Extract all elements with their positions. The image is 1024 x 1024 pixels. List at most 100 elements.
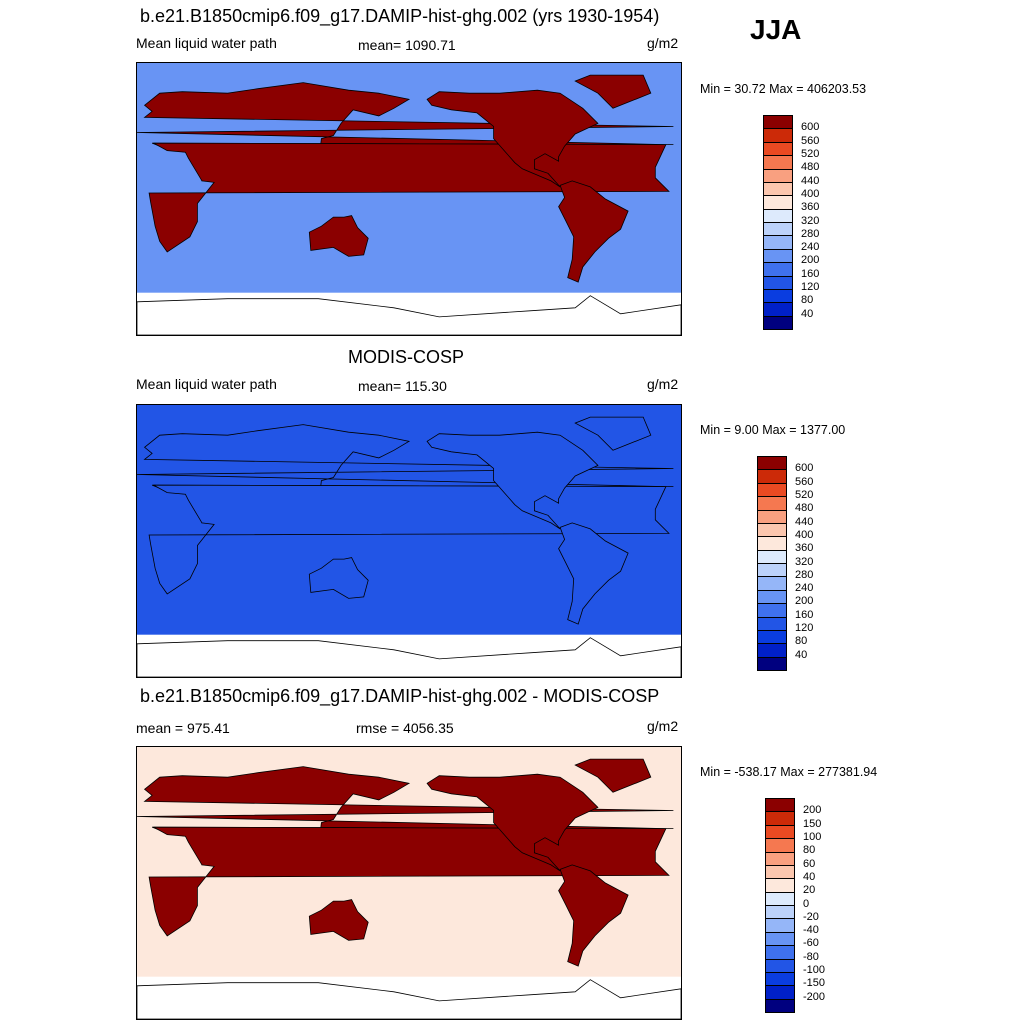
colorbar-swatch xyxy=(758,510,786,524)
panel2-map xyxy=(136,404,682,678)
colorbar-swatch xyxy=(764,263,792,277)
colorbar-tick-label: -100 xyxy=(803,964,826,977)
colorbar-swatch xyxy=(758,497,786,511)
continent-region xyxy=(574,416,652,451)
panel3-map xyxy=(136,746,682,1020)
colorbar-tick-label: 560 xyxy=(795,475,814,488)
panel2-map-svg xyxy=(137,405,681,677)
colorbar-tick-label: 200 xyxy=(803,804,822,817)
colorbar-swatch xyxy=(758,483,786,498)
colorbar-swatch xyxy=(766,865,794,880)
antarctica-missing-region xyxy=(137,637,681,677)
colorbar-tick-label: -200 xyxy=(803,990,826,1003)
colorbar-tick-label: 200 xyxy=(801,254,820,267)
colorbar-swatch xyxy=(758,644,786,658)
colorbar-swatch xyxy=(764,289,792,304)
antarctica-missing-region xyxy=(137,295,681,335)
colorbar-tick-label: 520 xyxy=(795,488,814,501)
colorbar-swatch xyxy=(764,316,792,329)
colorbar-swatch xyxy=(758,523,786,538)
colorbar-swatch xyxy=(766,799,794,813)
continent-region xyxy=(308,215,369,257)
colorbar-swatch xyxy=(766,986,794,1000)
colorbar-tick-label: 40 xyxy=(801,307,814,320)
colorbar-tick-label: 80 xyxy=(795,635,808,648)
colorbar-swatch xyxy=(766,959,794,973)
colorbar-tick-label: 160 xyxy=(795,608,814,621)
colorbar-swatch xyxy=(764,156,792,170)
colorbar-swatch xyxy=(766,879,794,893)
continent-region xyxy=(558,864,629,967)
panel2-mean: mean= 115.30 xyxy=(358,378,447,394)
panel3-minmax: Min = -538.17 Max = 277381.94 xyxy=(700,765,878,779)
colorbar-swatch xyxy=(764,169,792,183)
panel1-colorbar xyxy=(763,115,793,330)
colorbar-tick-label: 440 xyxy=(801,174,820,187)
colorbar-tick-label: 20 xyxy=(803,884,816,897)
colorbar-tick-label: 280 xyxy=(801,227,820,240)
colorbar-swatch xyxy=(758,604,786,618)
colorbar-swatch xyxy=(758,657,786,670)
colorbar-tick-label: 80 xyxy=(803,844,816,857)
colorbar-tick-label: 600 xyxy=(801,121,820,134)
colorbar-tick-label: 600 xyxy=(795,462,814,475)
continent-region xyxy=(426,773,599,872)
colorbar-tick-label: 320 xyxy=(795,555,814,568)
colorbar-tick-label: 200 xyxy=(795,595,814,608)
colorbar-swatch xyxy=(764,116,792,130)
colorbar-swatch xyxy=(758,617,786,631)
colorbar-tick-label: 100 xyxy=(803,830,822,843)
continent-region xyxy=(558,522,629,625)
colorbar-swatch xyxy=(758,550,786,564)
colorbar-swatch xyxy=(766,999,794,1012)
panel1-map-svg xyxy=(137,63,681,335)
colorbar-swatch xyxy=(758,564,786,578)
colorbar-tick-label: 40 xyxy=(803,870,816,883)
continent-region xyxy=(558,180,629,283)
colorbar-swatch xyxy=(766,892,794,906)
colorbar-tick-label: 150 xyxy=(803,817,822,830)
colorbar-tick-label: -80 xyxy=(803,950,819,963)
panel3-rmse: rmse = 4056.35 xyxy=(356,720,454,736)
colorbar-tick-label: -20 xyxy=(803,910,819,923)
colorbar-tick-label: -60 xyxy=(803,937,819,950)
panel2-colorbar xyxy=(757,456,787,671)
colorbar-tick-label: 520 xyxy=(801,147,820,160)
colorbar-tick-label: 360 xyxy=(801,201,820,214)
panel3-mean: mean = 975.41 xyxy=(136,720,230,736)
colorbar-swatch xyxy=(764,223,792,237)
panel1-left-label: Mean liquid water path xyxy=(136,35,277,51)
colorbar-tick-label: 120 xyxy=(801,281,820,294)
colorbar-swatch xyxy=(766,852,794,866)
colorbar-tick-label: 560 xyxy=(801,134,820,147)
colorbar-swatch xyxy=(764,142,792,157)
colorbar-swatch xyxy=(766,906,794,920)
colorbar-swatch xyxy=(766,932,794,947)
colorbar-tick-label: 440 xyxy=(795,515,814,528)
continent-region xyxy=(574,758,652,793)
panel3-title: b.e21.B1850cmip6.f09_g17.DAMIP-hist-ghg.… xyxy=(140,686,660,706)
colorbar-swatch xyxy=(766,825,794,840)
colorbar-swatch xyxy=(764,196,792,210)
antarctica-missing-region xyxy=(137,979,681,1019)
colorbar-swatch xyxy=(766,919,794,933)
colorbar-swatch xyxy=(766,812,794,826)
colorbar-tick-label: 240 xyxy=(801,241,820,254)
colorbar-tick-label: 480 xyxy=(801,161,820,174)
colorbar-tick-label: 80 xyxy=(801,294,814,307)
colorbar-swatch xyxy=(766,946,794,960)
continent-region xyxy=(426,431,599,530)
colorbar-swatch xyxy=(758,577,786,591)
colorbar-tick-label: 60 xyxy=(803,857,816,870)
panel1-map xyxy=(136,62,682,336)
season-label: JJA xyxy=(750,14,802,45)
panel1-minmax: Min = 30.72 Max = 406203.53 xyxy=(700,82,867,96)
colorbar-tick-label: 400 xyxy=(795,528,814,541)
colorbar-tick-label: 320 xyxy=(801,214,820,227)
colorbar-swatch xyxy=(758,537,786,551)
panel2-title: MODIS-COSP xyxy=(348,347,465,367)
colorbar-tick-label: 40 xyxy=(795,648,808,661)
panel2-units: g/m2 xyxy=(647,376,679,392)
colorbar-swatch xyxy=(764,209,792,223)
panel3-map-svg xyxy=(137,747,681,1019)
